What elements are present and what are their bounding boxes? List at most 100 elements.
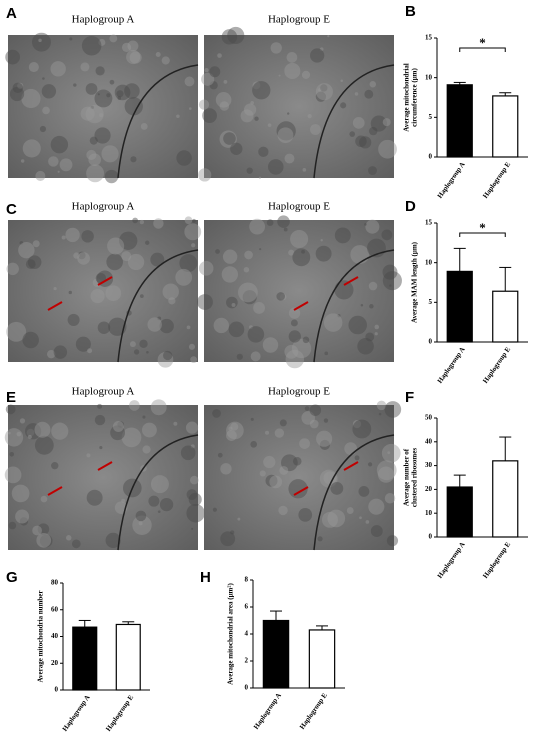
texture (97, 93, 100, 96)
texture (377, 466, 395, 483)
panel-label: A (6, 5, 17, 22)
texture (249, 218, 266, 235)
texture (185, 421, 199, 434)
micrograph (8, 405, 198, 550)
texture (244, 250, 253, 260)
texture (35, 170, 46, 181)
texture (8, 521, 17, 530)
texture (212, 507, 217, 512)
texture (310, 124, 321, 135)
texture (159, 497, 174, 512)
texture (80, 106, 95, 121)
texture (9, 451, 15, 457)
texture (318, 88, 322, 92)
arrow (47, 486, 63, 496)
texture (284, 344, 299, 359)
y-tick-label: 40 (51, 632, 59, 640)
texture (6, 321, 27, 342)
texture (319, 469, 338, 488)
texture (34, 435, 54, 455)
texture (386, 535, 399, 547)
texture (301, 249, 305, 254)
bar (72, 626, 98, 691)
texture (99, 113, 104, 118)
texture (180, 445, 196, 461)
panel-label: G (6, 569, 18, 586)
texture (378, 412, 382, 416)
texture (77, 251, 86, 260)
texture (9, 86, 25, 102)
x-tick-label: Haplogroup E (298, 691, 329, 731)
texture (32, 240, 40, 248)
texture (138, 521, 143, 526)
texture (198, 261, 214, 276)
texture (69, 37, 73, 41)
texture (346, 507, 354, 514)
x-tick-label: Haplogroup A (61, 693, 92, 732)
texture (376, 400, 387, 411)
texture (87, 348, 93, 354)
texture (173, 421, 178, 426)
y-tick-label: 0 (429, 533, 433, 541)
y-tick-label: 6 (245, 603, 249, 611)
texture (387, 451, 391, 455)
texture (354, 455, 360, 461)
texture (142, 415, 146, 419)
panel-label: F (405, 389, 414, 406)
texture (365, 520, 370, 524)
texture (198, 99, 210, 110)
texture (18, 241, 35, 259)
texture (53, 286, 57, 291)
y-tick-label: 4 (245, 630, 249, 638)
texture (5, 404, 16, 415)
texture (368, 281, 378, 291)
texture (132, 515, 152, 535)
texture (258, 146, 269, 157)
y-tick-label: 8 (245, 576, 249, 584)
texture (292, 457, 302, 466)
panel-label: H (200, 569, 211, 586)
texture (278, 74, 281, 77)
texture (220, 531, 236, 547)
texture (230, 422, 239, 431)
y-tick-label: 40 (425, 437, 433, 445)
texture (350, 245, 370, 265)
texture (253, 302, 265, 314)
texture (150, 475, 169, 494)
bar (262, 619, 290, 689)
texture (277, 215, 290, 228)
y-axis-label: Average mitochondrial area (μm²) (227, 583, 235, 685)
texture (4, 428, 24, 447)
texture (291, 338, 312, 359)
texture (61, 235, 66, 240)
texture (97, 403, 103, 409)
texture (88, 153, 101, 167)
texture (132, 217, 138, 224)
y-tick-label: 0 (245, 684, 249, 692)
texture (121, 427, 142, 448)
texture (116, 90, 124, 98)
texture (212, 409, 221, 418)
texture (127, 253, 145, 271)
texture (142, 445, 151, 454)
texture (319, 439, 330, 450)
significance-label: * (479, 220, 486, 235)
texture (42, 106, 50, 115)
texture (86, 453, 91, 458)
texture (334, 280, 354, 300)
texture (288, 479, 308, 499)
y-tick-label: 30 (425, 461, 433, 469)
y-tick-label: 10 (425, 73, 433, 81)
panel-label: E (6, 389, 16, 406)
nucleus-edge (117, 434, 199, 551)
texture (384, 401, 402, 418)
texture (34, 421, 51, 438)
texture (323, 313, 343, 332)
x-tick-label: Haplogroup A (436, 540, 467, 579)
texture (250, 100, 255, 105)
texture (75, 336, 91, 352)
texture (190, 356, 198, 364)
texture (213, 317, 229, 334)
texture (157, 316, 162, 321)
